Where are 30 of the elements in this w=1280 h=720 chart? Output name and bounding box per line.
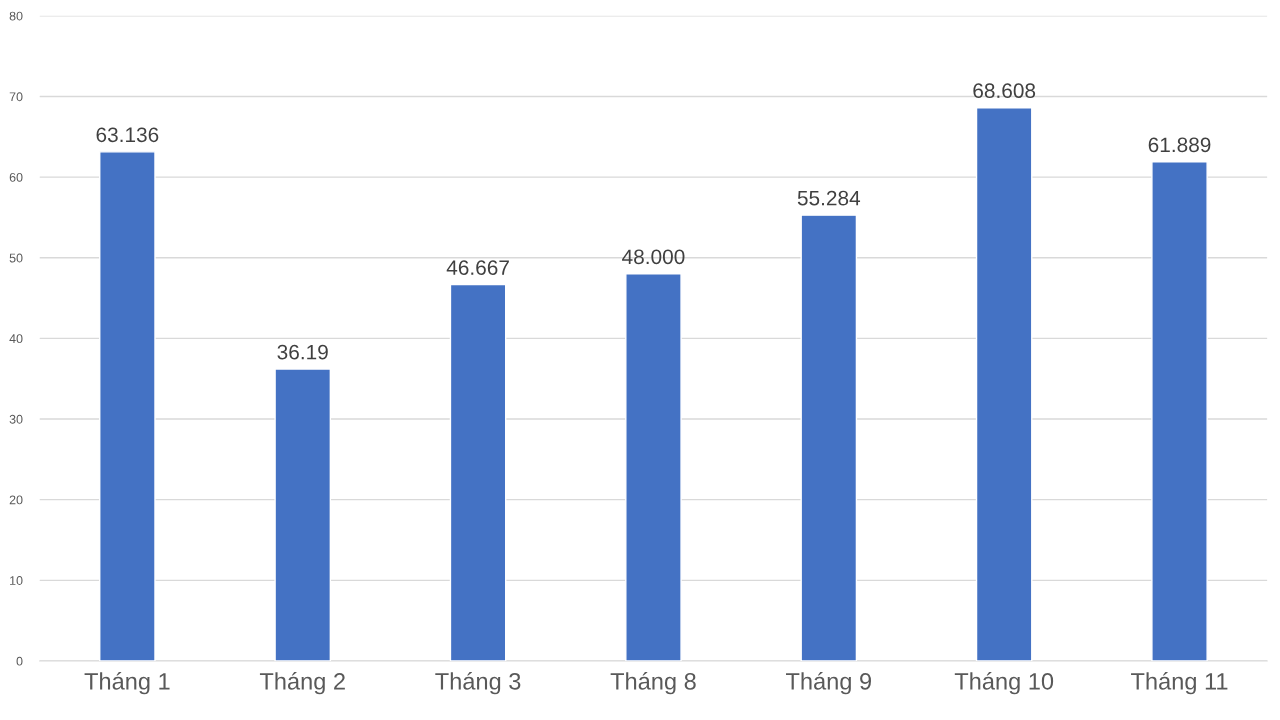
y-tick-label: 60 bbox=[9, 172, 23, 182]
bar bbox=[975, 107, 1033, 661]
bar bbox=[99, 151, 156, 661]
y-tick-label: 50 bbox=[9, 253, 23, 263]
bar bbox=[449, 283, 507, 661]
y-tick-label: 20 bbox=[9, 495, 23, 505]
bar bbox=[1151, 161, 1208, 661]
x-tick-label: Tháng 2 bbox=[259, 672, 345, 695]
y-tick-label: 0 bbox=[16, 656, 23, 666]
bar bbox=[274, 368, 332, 661]
data-label: 63.136 bbox=[96, 127, 159, 143]
y-tick-label: 30 bbox=[9, 414, 23, 424]
data-label: 61.889 bbox=[1148, 137, 1211, 153]
x-tick-label: Tháng 1 bbox=[84, 672, 170, 695]
data-label: 46.667 bbox=[446, 260, 509, 275]
y-tick-label: 40 bbox=[9, 334, 23, 344]
x-tick-label: Tháng 11 bbox=[1131, 672, 1228, 695]
x-tick-label: Tháng 3 bbox=[435, 672, 521, 695]
x-tick-label: Tháng 9 bbox=[786, 672, 871, 695]
data-label: 48.000 bbox=[622, 249, 685, 265]
y-tick-label: 80 bbox=[9, 11, 23, 21]
data-label: 36.19 bbox=[277, 344, 328, 360]
y-tick-label: 10 bbox=[10, 576, 23, 585]
bar bbox=[800, 214, 858, 661]
x-tick-label: Tháng 10 bbox=[954, 672, 1054, 695]
x-tick-label: Tháng 8 bbox=[610, 672, 696, 695]
data-label: 68.608 bbox=[973, 83, 1036, 99]
data-label: 55.284 bbox=[797, 190, 861, 206]
bar bbox=[625, 273, 682, 661]
y-tick-label: 70 bbox=[9, 92, 23, 102]
